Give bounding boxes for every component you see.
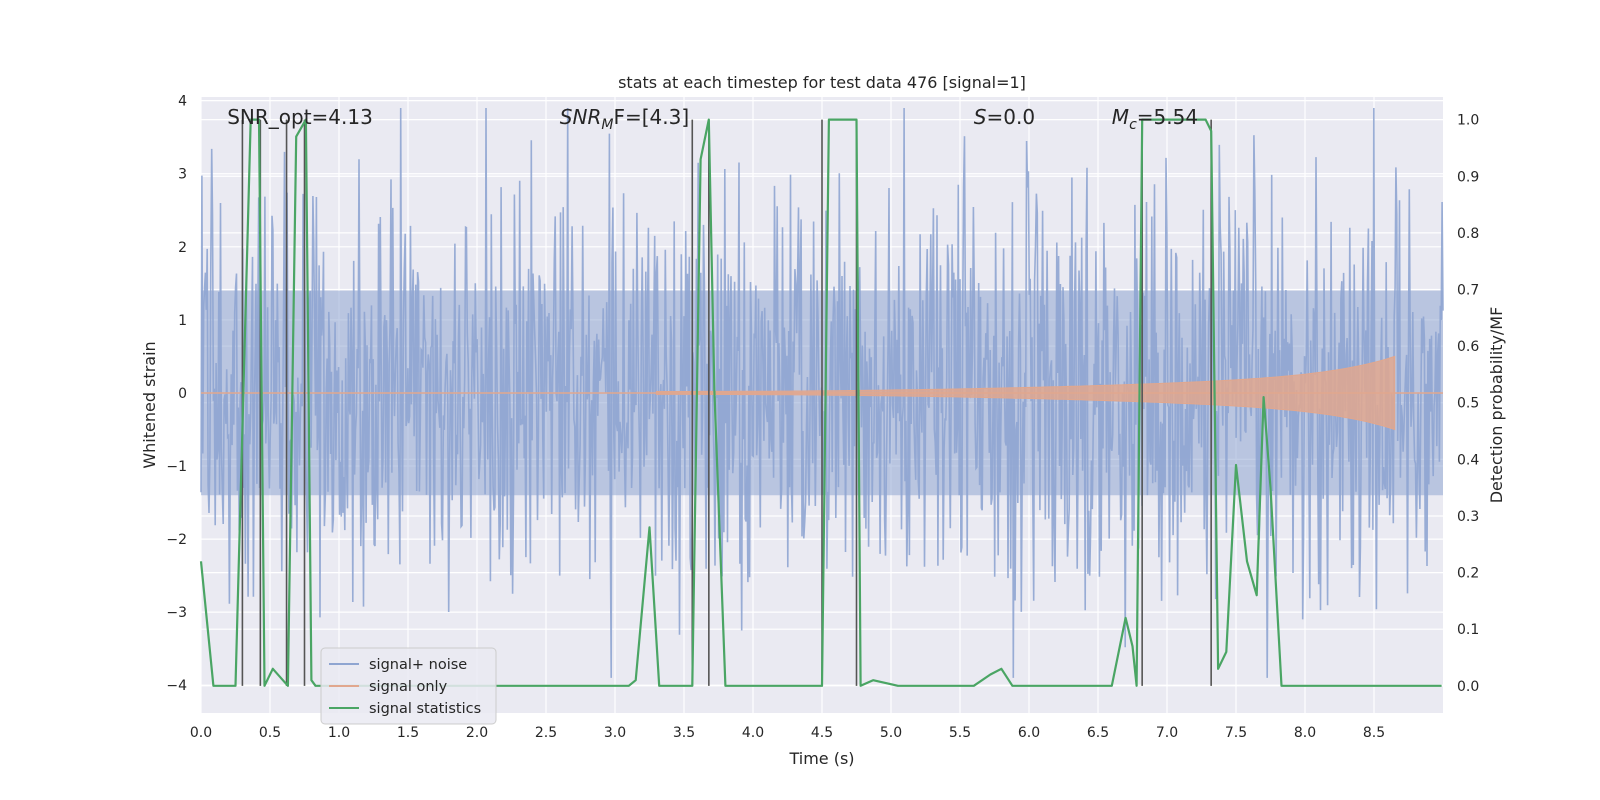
x-tick-label: 6.0 — [1018, 725, 1040, 741]
annotation-4: Mc=5.54 — [1112, 105, 1198, 133]
annotation-subscript: c — [1129, 117, 1137, 133]
chart-title: stats at each timestep for test data 476… — [618, 73, 1026, 92]
annotation-value: F=[4.3] — [613, 105, 689, 129]
y-left-axis-ticks: −4 −3 −2 −1 0 1 2 3 4 — [166, 94, 187, 695]
y-right-tick-label: 0.7 — [1457, 283, 1479, 299]
y-right-tick-label: 0.0 — [1457, 679, 1479, 695]
legend-box — [320, 647, 497, 725]
x-tick-label: 2.5 — [535, 725, 557, 741]
annotations: SNR_opt=4.13 SNRMF=[4.3] S=0.0 Mc=5.54 — [227, 105, 1198, 133]
y-left-tick-label: −1 — [166, 459, 187, 475]
signal-statistics-series — [199, 118, 1442, 687]
y-right-tick-label: 0.2 — [1457, 566, 1479, 582]
x-tick-label: 5.0 — [880, 725, 902, 741]
x-tick-label: 7.0 — [1156, 725, 1178, 741]
y-left-tick-label: 3 — [178, 167, 187, 183]
annotation-value: =5.54 — [1137, 105, 1198, 129]
y-right-tick-label: 0.9 — [1457, 169, 1479, 185]
y-right-tick-label: 0.1 — [1457, 622, 1479, 638]
annotation-symbol: SNR — [560, 105, 602, 129]
x-tick-label: 2.0 — [466, 725, 488, 741]
x-tick-label: 0.0 — [190, 725, 212, 741]
x-tick-label: 4.0 — [742, 725, 764, 741]
x-tick-label: 0.5 — [259, 725, 281, 741]
y-right-axis-ticks: 0.0 0.1 0.2 0.3 0.4 0.5 0.6 0.7 0.8 0.9 1.0 — [1457, 113, 1479, 695]
signal-statistics-line — [199, 118, 1442, 687]
y-right-tick-label: 0.3 — [1457, 509, 1479, 525]
annotation-symbol: M — [1112, 105, 1129, 129]
y-left-tick-label: −3 — [166, 605, 187, 621]
x-tick-label: 3.5 — [673, 725, 695, 741]
annotation-subscript: M — [601, 117, 613, 133]
signal-only-chirp — [655, 355, 1396, 431]
legend-entry: signal statistics — [369, 701, 481, 717]
legend-entry: signal only — [369, 679, 448, 695]
x-tick-label: 3.0 — [604, 725, 626, 741]
x-tick-label: 1.0 — [328, 725, 350, 741]
annotation-3: S=0.0 — [974, 105, 1035, 129]
annotation-symbol: S — [974, 105, 987, 129]
y-left-tick-label: 0 — [178, 386, 187, 402]
y-left-tick-label: 1 — [178, 313, 187, 329]
x-tick-label: 4.5 — [811, 725, 833, 741]
y-right-tick-label: 0.6 — [1457, 339, 1479, 355]
y-left-axis-label: Whitened strain — [140, 341, 159, 468]
y-right-tick-label: 1.0 — [1457, 113, 1479, 129]
y-left-tick-label: 4 — [178, 94, 187, 110]
y-left-tick-label: −2 — [166, 532, 187, 548]
x-tick-label: 5.5 — [949, 725, 971, 741]
y-right-axis-label: Detection probability/MF — [1487, 307, 1506, 504]
legend: signal+ noise signal only signal statistic… — [320, 647, 497, 725]
x-tick-label: 6.5 — [1087, 725, 1109, 741]
legend-entry: signal+ noise — [369, 657, 467, 673]
x-tick-label: 8.5 — [1363, 725, 1385, 741]
y-right-tick-label: 0.5 — [1457, 396, 1479, 412]
x-tick-label: 1.5 — [397, 725, 419, 741]
y-right-tick-label: 0.4 — [1457, 452, 1479, 468]
y-right-tick-label: 0.8 — [1457, 226, 1479, 242]
y-left-tick-label: 2 — [178, 240, 187, 256]
annotation-2: SNRMF=[4.3] — [560, 105, 689, 133]
annotation-value: =0.0 — [987, 105, 1036, 129]
x-axis-ticks: 0.0 0.5 1.0 1.5 2.0 2.5 3.0 3.5 4.0 4.5 5.0 5.5 6.0 6… — [190, 725, 1385, 741]
x-tick-label: 8.0 — [1294, 725, 1316, 741]
y-left-tick-label: −4 — [166, 678, 187, 694]
annotation-1: SNR_opt=4.13 — [227, 105, 373, 129]
x-tick-label: 7.5 — [1225, 725, 1247, 741]
x-axis-label: Time (s) — [788, 749, 854, 768]
